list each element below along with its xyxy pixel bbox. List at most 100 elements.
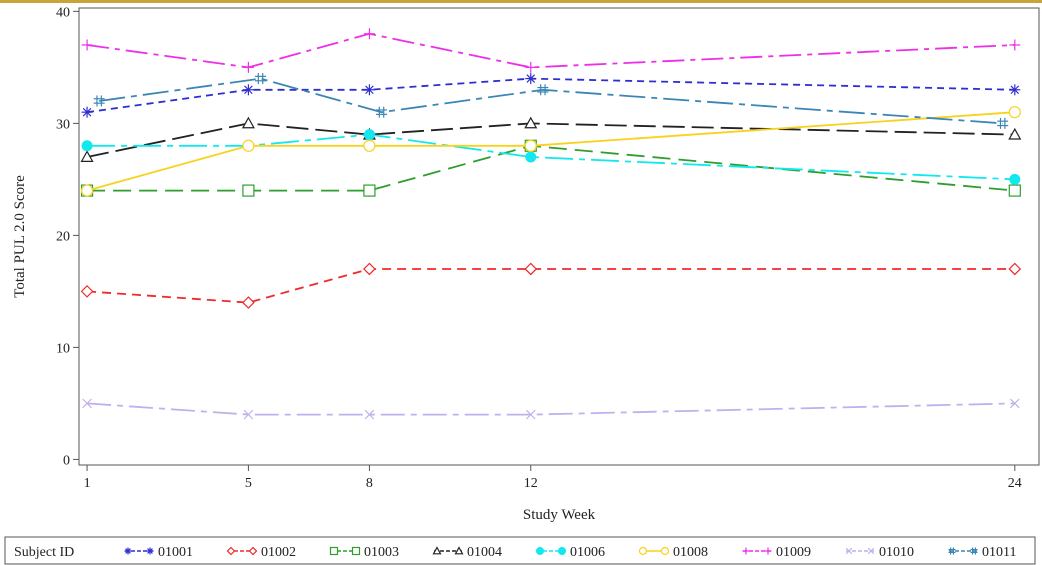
marker-circle (558, 547, 566, 555)
marker-stroke (82, 107, 92, 117)
marker-square (329, 546, 339, 556)
marker-hash (997, 117, 1009, 129)
marker-shape (454, 546, 464, 555)
marker-open-circle (242, 139, 255, 152)
series-01010 (82, 398, 1020, 420)
series-01009 (81, 28, 1021, 73)
series-line (87, 402, 1015, 416)
marker-diamond (226, 546, 236, 556)
marker-open-circle (524, 139, 537, 152)
series-line (99, 77, 1003, 125)
marker-shape (226, 546, 236, 556)
marker-shape (1008, 106, 1021, 119)
marker-plus (742, 547, 750, 555)
marker-plus (764, 547, 772, 555)
marker-shape (432, 546, 442, 555)
x-tick-label: 5 (245, 476, 252, 491)
marker-stroke (243, 409, 254, 420)
marker-shape (638, 546, 648, 556)
marker-diamond (363, 262, 376, 276)
series-01006 (81, 129, 1021, 185)
marker-circle (363, 129, 375, 141)
marker-diamond (80, 285, 94, 298)
series-01002 (80, 262, 1022, 309)
marker-circle (536, 547, 544, 555)
marker-square (242, 184, 255, 197)
legend-label: 01010 (879, 545, 914, 560)
marker-open-circle (80, 184, 94, 197)
marker-shape (363, 139, 376, 152)
marker-plus (242, 61, 254, 73)
marker-shape (1009, 173, 1021, 185)
x-tick-label: 12 (524, 476, 538, 491)
marker-hash (255, 73, 267, 85)
marker-asterisk (242, 84, 254, 96)
marker-plus (363, 28, 375, 40)
x-axis-label: Study Week (523, 507, 596, 523)
marker-stroke (365, 85, 374, 95)
legend-label: 01009 (776, 545, 811, 560)
marker-plus (81, 39, 93, 51)
marker-hash (948, 547, 956, 555)
series-line (86, 32, 1015, 69)
y-tick-label: 20 (56, 229, 70, 244)
series-01001 (81, 73, 1021, 118)
legend-item-01003: 01003 (329, 545, 399, 560)
series-line (87, 268, 1015, 304)
marker-open-circle (1008, 106, 1021, 119)
marker-shape (524, 116, 538, 129)
marker-square (1008, 184, 1021, 197)
legend-label: 01002 (261, 545, 296, 560)
marker-hash (376, 106, 388, 118)
legend-label: 01004 (467, 545, 502, 560)
marker-open-circle (638, 546, 648, 556)
marker-hash (537, 84, 549, 96)
marker-circle (81, 140, 93, 152)
legend-item-01009: 01009 (742, 545, 811, 560)
top-border-line (0, 0, 1042, 3)
marker-stroke (147, 548, 153, 554)
series-line (86, 77, 1015, 114)
marker-shape (363, 262, 376, 276)
series-01003 (80, 139, 1021, 197)
series-line (87, 133, 1015, 181)
marker-shape (80, 150, 94, 162)
legend-label: 01011 (982, 545, 1016, 560)
marker-hash (93, 95, 105, 107)
marker-shape (558, 547, 566, 555)
marker-stroke (1010, 85, 1020, 95)
legend: Subject ID 01001 01002 01003 01004 01006 01008… (4, 536, 1036, 565)
marker-x (525, 409, 536, 420)
marker-square (363, 184, 376, 197)
marker-shape (1008, 262, 1022, 276)
marker-triangle (432, 546, 442, 555)
legend-label: 01003 (364, 545, 399, 560)
marker-shape (524, 262, 538, 276)
marker-circle (525, 151, 537, 163)
marker-stroke (526, 74, 536, 83)
series-line (87, 144, 1015, 192)
x-tick-label: 8 (366, 476, 373, 491)
x-tick-label: 1 (84, 476, 91, 491)
marker-x (867, 547, 875, 555)
marker-x (1009, 398, 1020, 409)
marker-shape (660, 546, 670, 556)
marker-shape (80, 285, 94, 298)
marker-open-circle (363, 139, 376, 152)
marker-shape (525, 151, 537, 163)
marker-plus (525, 61, 537, 73)
y-tick-label: 30 (56, 117, 70, 132)
marker-circle (1009, 173, 1021, 185)
marker-diamond (524, 262, 538, 276)
y-tick-label: 40 (56, 5, 70, 20)
legend-item-01010: 01010 (845, 545, 914, 560)
marker-shape (242, 139, 255, 152)
marker-stroke (867, 547, 875, 555)
marker-x (82, 398, 92, 409)
legend-item-01001: 01001 (124, 545, 193, 560)
legend-item-01011: 01011 (948, 545, 1016, 560)
legend-item-01004: 01004 (432, 545, 502, 560)
marker-hash (970, 547, 978, 555)
legend-box (4, 536, 1036, 565)
